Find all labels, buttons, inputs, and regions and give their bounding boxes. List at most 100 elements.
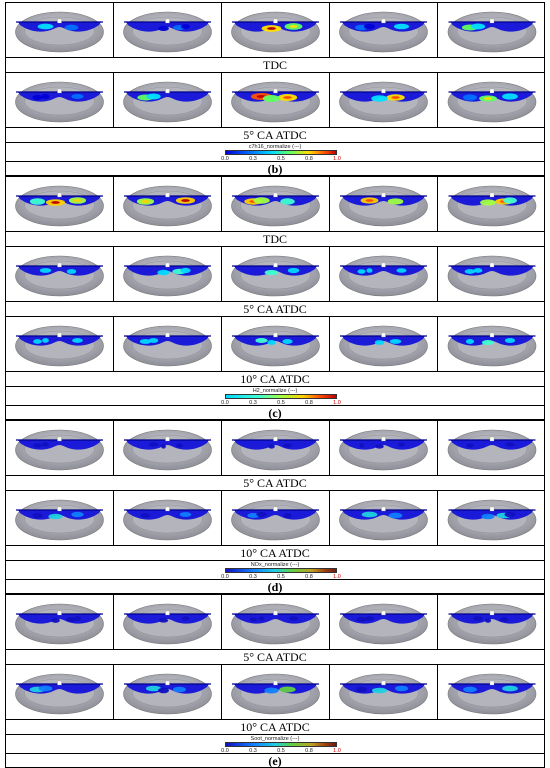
- piston-image-cell: [114, 317, 222, 371]
- piston-image-cell: [114, 3, 222, 57]
- colorbar-tick-label: 0.0: [221, 156, 229, 162]
- contour-hotspot: [365, 616, 374, 621]
- piston-image-cell: [114, 73, 222, 127]
- piston-contour-plot: [447, 603, 537, 645]
- colorbar-tick-label: 0.8: [305, 156, 313, 162]
- contour-hotspot: [37, 23, 54, 30]
- contour-hotspot: [283, 443, 292, 448]
- piston-contour-plot: [447, 11, 537, 53]
- injector-notch: [165, 192, 170, 198]
- injector-notch: [273, 680, 278, 686]
- colorbar-title: H2_normalize (---): [252, 388, 298, 394]
- image-row: [5, 176, 545, 232]
- piston-image-cell: [222, 177, 330, 231]
- contour-hotspot: [364, 23, 375, 30]
- injector-notch: [273, 332, 278, 338]
- piston-image-cell: [330, 317, 438, 371]
- contour-hotspot: [181, 616, 190, 621]
- contour-hotspot: [140, 513, 151, 518]
- piston-image-cell: [114, 177, 222, 231]
- injector-notch: [273, 18, 278, 24]
- colorbar-tick-label: 1.0: [333, 574, 341, 580]
- contour-hotspot: [481, 340, 495, 345]
- piston-contour-plot: [123, 499, 212, 541]
- contour-hotspot: [66, 269, 77, 274]
- injector-notch: [165, 506, 170, 512]
- piston-contour-plot: [123, 255, 212, 297]
- section-plane: [342, 336, 425, 346]
- piston-image-cell: [222, 595, 330, 649]
- injector-notch: [57, 18, 62, 24]
- crank-angle-label: 10° CA ATDC: [5, 720, 545, 734]
- piston-contour-plot: [339, 81, 428, 123]
- contour-hotspot: [267, 340, 276, 345]
- contour-hotspot: [395, 685, 408, 692]
- contour-hotspot: [74, 616, 81, 621]
- piston-image-cell: [114, 421, 222, 475]
- piston-contour-plot: [447, 429, 537, 471]
- contour-hotspot: [256, 512, 267, 517]
- contour-hotspot: [466, 443, 474, 448]
- contour-hotspot: [48, 513, 63, 520]
- colorbar-gradient: [225, 742, 337, 747]
- injector-notch: [381, 88, 386, 94]
- image-row: [5, 420, 545, 476]
- contour-core: [391, 96, 400, 99]
- contour-hotspot: [39, 268, 52, 273]
- injector-notch: [57, 262, 62, 268]
- piston-image-cell: [222, 317, 330, 371]
- panel-label: (b): [5, 162, 545, 176]
- contour-core: [283, 96, 292, 99]
- image-row: [5, 316, 545, 372]
- contour-hotspot: [176, 443, 183, 448]
- piston-contour-plot: [339, 185, 428, 227]
- piston-contour-plot: [123, 429, 212, 471]
- image-row: [5, 490, 545, 546]
- piston-image-cell: [330, 247, 438, 301]
- contour-hotspot: [279, 686, 296, 693]
- piston-image-cell: [438, 177, 546, 231]
- contour-hotspot: [484, 618, 492, 623]
- contour-hotspot: [253, 197, 270, 204]
- contour-hotspot: [283, 513, 292, 518]
- injector-notch: [381, 506, 386, 512]
- contour-hotspot: [158, 25, 169, 32]
- contour-hotspot: [32, 512, 43, 519]
- section-plane: [342, 196, 425, 206]
- contour-hotspot: [161, 444, 166, 449]
- piston-image-cell: [6, 317, 114, 371]
- contour-hotspot: [38, 685, 53, 692]
- injector-notch: [273, 506, 278, 512]
- piston-contour-plot: [339, 11, 428, 53]
- piston-contour-plot: [123, 185, 212, 227]
- section-plane: [18, 266, 101, 276]
- piston-image-cell: [438, 595, 546, 649]
- image-row: [5, 594, 545, 650]
- colorbar-title: NOx_normalize (---): [250, 562, 300, 568]
- piston-image-cell: [438, 73, 546, 127]
- piston-contour-plot: [15, 185, 104, 227]
- piston-image-cell: [330, 177, 438, 231]
- contour-hotspot: [473, 268, 483, 273]
- contour-hotspot: [41, 94, 50, 99]
- injector-notch: [273, 192, 278, 198]
- crank-angle-label: 5° CA ATDC: [5, 476, 545, 490]
- image-row: [5, 664, 545, 720]
- piston-contour-plot: [15, 429, 104, 471]
- piston-image-cell: [6, 421, 114, 475]
- contour-hotspot: [288, 616, 299, 621]
- piston-contour-plot: [447, 185, 537, 227]
- contour-hotspot: [396, 268, 407, 273]
- contour-hotspot: [499, 617, 509, 622]
- contour-hotspot: [465, 339, 475, 344]
- colorbar-tick-label: 0.5: [277, 156, 285, 162]
- contour-hotspot: [287, 267, 300, 274]
- piston-contour-plot: [231, 81, 320, 123]
- image-row: [5, 2, 545, 58]
- piston-image-cell: [222, 665, 330, 719]
- contour-hotspot: [470, 23, 486, 30]
- injector-notch: [57, 332, 62, 338]
- injector-notch: [381, 680, 386, 686]
- section-plane: [234, 336, 317, 346]
- piston-contour-plot: [15, 325, 104, 367]
